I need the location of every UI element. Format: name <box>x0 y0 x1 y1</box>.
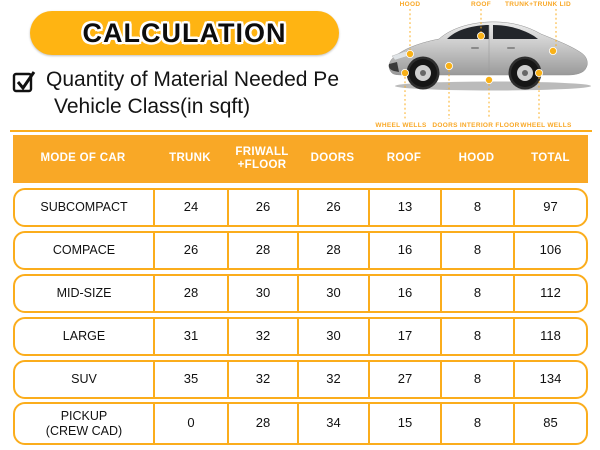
car-label-trunk: TRUNK+TRUNK LID <box>504 1 572 8</box>
table-cell: 15 <box>368 404 440 443</box>
table-cell: 26 <box>297 190 368 225</box>
table-cell: 13 <box>368 190 440 225</box>
car-illustration <box>388 9 591 119</box>
table-cell: 32 <box>227 319 297 354</box>
table-row-large: LARGE 31 32 30 17 8 118 <box>13 317 588 356</box>
subtitle-line1: Quantity of Material Needed Pe <box>46 68 339 91</box>
table-cell: 118 <box>513 319 586 354</box>
table-cell: 31 <box>153 319 227 354</box>
table-cell: 30 <box>227 276 297 311</box>
subtitle-block: Quantity of Material Needed Pe Vehicle C… <box>12 66 339 120</box>
table-cell: 30 <box>297 319 368 354</box>
table-row-mid-size: MID-SIZE 28 30 30 16 8 112 <box>13 274 588 313</box>
car-grille <box>388 62 399 72</box>
table-row-subcompact: SUBCOMPACT 24 26 26 13 8 97 <box>13 188 588 227</box>
table-cell: 32 <box>227 362 297 397</box>
car-label-front-wheel-wells: WHEEL WELLS <box>375 122 427 129</box>
front-wheel-well-dot <box>400 69 409 78</box>
hood-dot <box>405 50 414 59</box>
table-cell: 106 <box>513 233 586 268</box>
table-header: MODE OF CAR TRUNK FRIWALL +FLOOR DOORS R… <box>13 135 588 183</box>
roof-dot <box>477 32 486 41</box>
rear-wheel-well-dot <box>534 69 543 78</box>
table-cell: 8 <box>440 404 513 443</box>
table-cell: 35 <box>153 362 227 397</box>
table-cell: 30 <box>297 276 368 311</box>
table-cell: 24 <box>153 190 227 225</box>
car-label-rear-wheel-wells: WHEEL WELLS <box>520 122 572 129</box>
trunk-dot <box>548 47 557 56</box>
front-hub <box>420 70 426 76</box>
column-header-hood: HOOD <box>458 152 495 165</box>
table-row-suv: SUV 35 32 32 27 8 134 <box>13 360 588 399</box>
table-cell: 112 <box>513 276 586 311</box>
table-cell: 28 <box>297 233 368 268</box>
table-cell: 34 <box>297 404 368 443</box>
table-cell: 27 <box>368 362 440 397</box>
car-shadow <box>395 81 591 91</box>
table-row-compace: COMPACE 26 28 28 16 8 106 <box>13 231 588 270</box>
table-cell: 134 <box>513 362 586 397</box>
row-label: PICKUP (CREW CAD) <box>45 409 123 438</box>
table-cell: 0 <box>153 404 227 443</box>
column-header-mode-of-car: MODE OF CAR <box>40 152 126 165</box>
car-diagram: HOOD ROOF TRUNK+TRUNK LID WHEEL WELLS DO… <box>375 0 600 133</box>
table-cell: 26 <box>227 190 297 225</box>
separator-line <box>10 130 592 132</box>
title-banner: CALCULATION <box>30 11 339 55</box>
table-cell: 28 <box>227 404 297 443</box>
table-cell: 8 <box>440 190 513 225</box>
car-rear-window <box>493 25 538 39</box>
row-label: COMPACE <box>52 243 116 258</box>
table-cell: 28 <box>153 276 227 311</box>
column-header-doors: DOORS <box>310 152 355 165</box>
car-body <box>388 21 588 76</box>
table-cell: 26 <box>153 233 227 268</box>
doors-dot <box>445 62 454 71</box>
column-header-trunk: TRUNK <box>169 152 211 165</box>
table-cell: 97 <box>513 190 586 225</box>
marker-dots <box>400 32 557 85</box>
column-header-friwall-floor: FRIWALL +FLOOR <box>235 145 289 171</box>
table-cell: 28 <box>227 233 297 268</box>
row-label: LARGE <box>62 329 106 344</box>
row-label: SUV <box>71 372 97 387</box>
car-door-handle <box>507 47 515 49</box>
row-label: SUBCOMPACT <box>40 200 128 215</box>
table-cell: 8 <box>440 362 513 397</box>
column-header-total: TOTAL <box>531 152 570 165</box>
table-cell: 8 <box>440 319 513 354</box>
floor-dot <box>485 76 494 85</box>
checkbox-checked-icon <box>12 71 36 93</box>
rear-hub <box>522 70 528 76</box>
car-label-roof: ROOF <box>471 1 491 8</box>
callout-lines <box>404 9 557 119</box>
table-cell: 17 <box>368 319 440 354</box>
table-cell: 85 <box>513 404 586 443</box>
car-door-handle <box>471 47 479 49</box>
table-cell: 8 <box>440 233 513 268</box>
page-title: CALCULATION <box>82 17 287 48</box>
subtitle-line2: Vehicle Class(in sqft) <box>54 95 251 118</box>
row-label: MID-SIZE <box>56 286 112 301</box>
subtitle-text: Quantity of Material Needed Pe Vehicle C… <box>46 66 339 120</box>
car-label-hood: HOOD <box>399 1 421 8</box>
table-cell: 16 <box>368 233 440 268</box>
column-header-roof: ROOF <box>386 152 422 165</box>
table-cell: 8 <box>440 276 513 311</box>
car-label-doors-interior-floor: DOORS INTERIOR FLOOR <box>432 122 520 129</box>
table-row-pickup: PICKUP (CREW CAD) 0 28 34 15 8 85 <box>13 402 588 445</box>
table-cell: 32 <box>297 362 368 397</box>
table-cell: 16 <box>368 276 440 311</box>
